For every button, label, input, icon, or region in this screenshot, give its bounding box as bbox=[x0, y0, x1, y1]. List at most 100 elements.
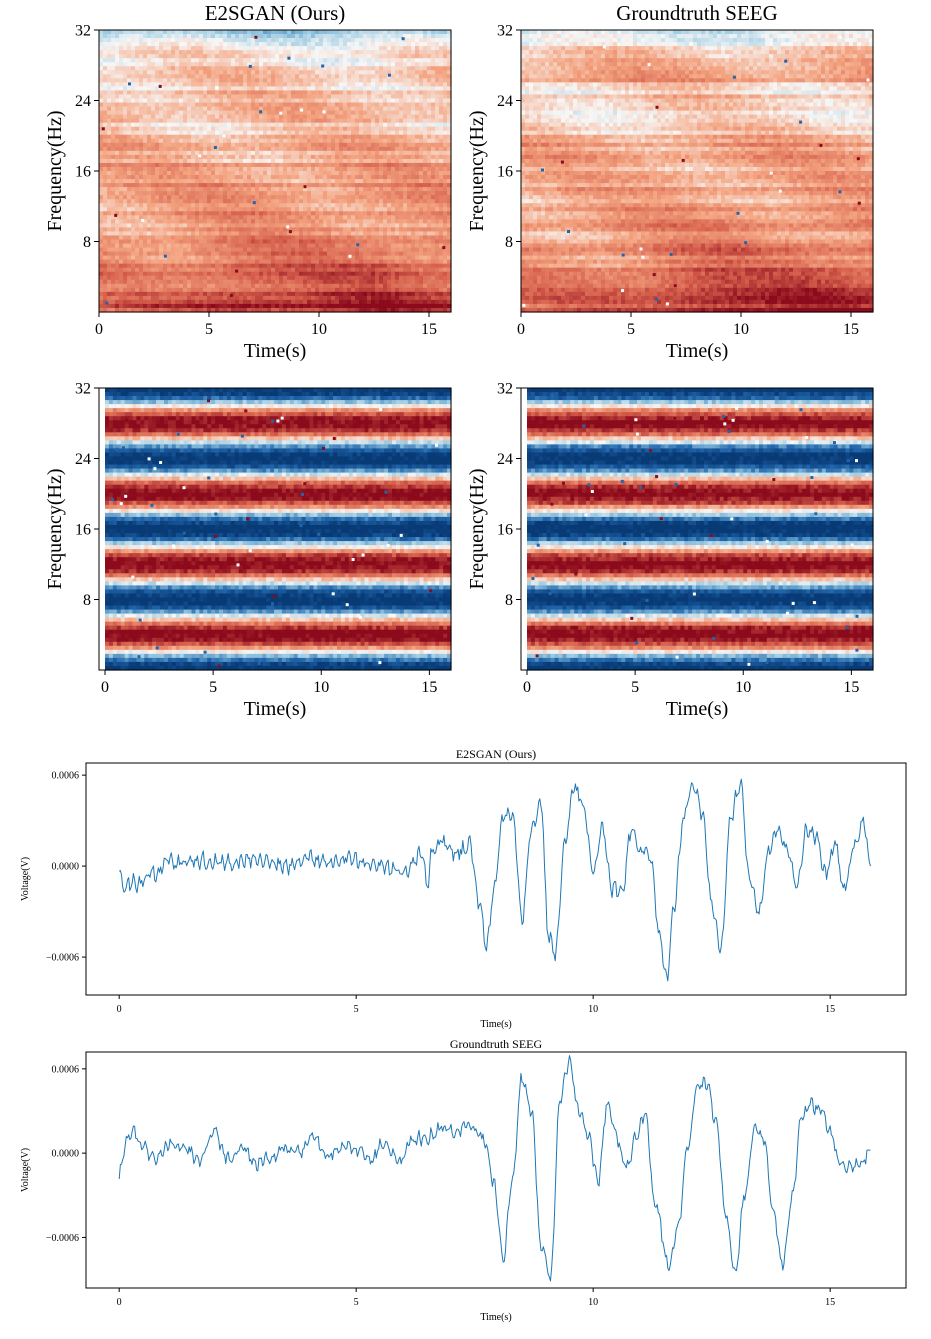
heatmap-cell bbox=[159, 171, 164, 176]
heatmap-cell bbox=[387, 134, 392, 140]
heatmap-cell bbox=[295, 223, 300, 228]
heatmap-cell bbox=[139, 187, 144, 192]
heatmap-cell bbox=[423, 207, 428, 212]
heatmap-cell bbox=[175, 106, 180, 112]
heatmap-cell bbox=[359, 90, 364, 96]
heatmap-cell bbox=[251, 191, 256, 196]
heatmap-cell bbox=[259, 162, 264, 168]
heatmap-cell bbox=[391, 86, 396, 92]
heatmap-cell bbox=[287, 50, 292, 55]
heatmap-cell bbox=[171, 158, 176, 164]
heatmap-cell bbox=[403, 150, 408, 156]
heatmap-cell bbox=[147, 235, 152, 241]
heatmap-cell bbox=[319, 30, 324, 35]
heatmap-cell bbox=[187, 70, 192, 75]
heatmap-cell bbox=[375, 130, 380, 136]
heatmap-cell bbox=[387, 62, 392, 67]
heatmap-cell bbox=[191, 74, 196, 79]
heatmap-cell bbox=[375, 38, 380, 43]
heatmap-cell bbox=[183, 231, 188, 237]
heatmap-cell bbox=[207, 102, 212, 108]
heatmap-cell bbox=[303, 142, 308, 148]
heatmap-cell bbox=[443, 146, 448, 152]
heatmap-cell bbox=[291, 211, 296, 216]
heatmap-cell bbox=[131, 74, 136, 79]
heatmap-cell bbox=[323, 38, 328, 43]
heatmap-cell bbox=[227, 114, 232, 120]
heatmap-cell bbox=[231, 70, 236, 75]
heatmap-cell bbox=[307, 154, 312, 160]
heatmap-cell bbox=[379, 215, 384, 220]
heatmap-cell bbox=[167, 126, 172, 132]
heatmap-cell bbox=[223, 126, 228, 132]
heatmap-cell bbox=[303, 138, 308, 144]
heatmap-cell bbox=[251, 231, 256, 237]
heatmap-cell bbox=[223, 30, 228, 35]
heatmap-cell bbox=[351, 146, 356, 152]
heatmap-cell bbox=[211, 183, 216, 188]
heatmap-cell bbox=[191, 114, 196, 120]
heatmap-cell bbox=[215, 98, 220, 104]
heatmap-cell bbox=[171, 114, 176, 120]
heatmap-cells bbox=[99, 30, 452, 313]
heatmap-cell bbox=[367, 239, 372, 245]
heatmap-cell bbox=[391, 195, 396, 200]
heatmap-cell bbox=[139, 203, 144, 208]
heatmap-cell bbox=[435, 219, 440, 224]
heatmap-cell bbox=[203, 235, 208, 241]
heatmap-cell bbox=[175, 114, 180, 120]
heatmap-cell bbox=[287, 86, 292, 92]
heatmap-cell bbox=[131, 34, 136, 39]
heatmap-cell bbox=[171, 231, 176, 237]
heatmap-cell bbox=[343, 175, 348, 180]
heatmap-cell bbox=[203, 138, 208, 144]
heatmap-cell bbox=[335, 199, 340, 204]
heatmap-cell bbox=[407, 118, 412, 124]
heatmap-cell bbox=[227, 199, 232, 204]
heatmap-cell bbox=[203, 62, 208, 67]
heatmap-cell bbox=[371, 114, 376, 120]
heatmap-cell bbox=[447, 46, 452, 51]
heatmap-cell bbox=[187, 146, 192, 152]
heatmap-cell bbox=[287, 134, 292, 140]
heatmap-cell bbox=[211, 118, 216, 124]
heatmap-cell bbox=[431, 102, 436, 108]
heatmap-cell bbox=[435, 235, 440, 241]
heatmap-cell bbox=[215, 126, 220, 132]
heatmap-cell bbox=[271, 239, 276, 245]
heatmap-cell bbox=[339, 54, 344, 59]
heatmap-cell bbox=[443, 70, 448, 75]
heatmap-cell bbox=[395, 122, 400, 128]
heatmap-cell bbox=[191, 215, 196, 220]
heatmap-cell bbox=[331, 30, 336, 35]
heatmap-cell bbox=[319, 122, 324, 128]
heatmap-cell bbox=[331, 62, 336, 67]
heatmap-cell bbox=[419, 38, 424, 43]
heatmap-cell bbox=[255, 158, 260, 164]
heatmap-cell bbox=[331, 158, 336, 164]
heatmap-cell bbox=[223, 54, 228, 59]
heatmap-cell bbox=[315, 142, 320, 148]
heatmap-cell bbox=[275, 94, 280, 100]
heatmap-cell bbox=[447, 58, 452, 63]
heatmap-cell bbox=[163, 58, 168, 63]
heatmap-cell bbox=[263, 142, 268, 148]
heatmap-cell bbox=[271, 235, 276, 241]
heatmap-cell bbox=[327, 46, 332, 51]
heatmap-cell bbox=[243, 62, 248, 67]
heatmap-cell bbox=[279, 82, 284, 87]
heatmap-cell bbox=[147, 98, 152, 104]
heatmap-cell bbox=[143, 215, 148, 220]
heatmap-cell bbox=[283, 239, 288, 245]
heatmap-cell bbox=[127, 166, 132, 172]
heatmap-cell bbox=[379, 74, 384, 79]
heatmap-cell bbox=[319, 243, 324, 249]
heatmap-cell bbox=[427, 179, 432, 184]
heatmap-cell bbox=[231, 46, 236, 51]
heatmap-cell bbox=[199, 38, 204, 43]
heatmap-cell bbox=[391, 122, 396, 128]
heatmap-cell bbox=[399, 70, 404, 75]
heatmap-cell bbox=[411, 130, 416, 136]
heatmap-cell bbox=[219, 162, 224, 168]
heatmap-cell bbox=[283, 255, 288, 261]
